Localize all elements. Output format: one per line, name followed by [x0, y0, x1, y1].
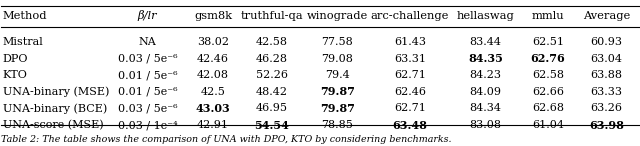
Text: Method: Method — [3, 11, 47, 21]
Text: 61.04: 61.04 — [532, 120, 564, 130]
Text: 0.03 / 1e⁻⁴: 0.03 / 1e⁻⁴ — [118, 120, 177, 130]
Text: Table 2: The table shows the comparison of UNA with DPO, KTO by considering benc: Table 2: The table shows the comparison … — [1, 135, 451, 144]
Text: winograde: winograde — [307, 11, 368, 21]
Text: 63.04: 63.04 — [591, 54, 623, 64]
Text: 79.08: 79.08 — [321, 54, 353, 64]
Text: 77.58: 77.58 — [321, 37, 353, 47]
Text: 83.08: 83.08 — [470, 120, 502, 130]
Text: 63.88: 63.88 — [591, 70, 623, 80]
Text: 84.35: 84.35 — [468, 53, 503, 64]
Text: 60.93: 60.93 — [591, 37, 623, 47]
Text: 0.01 / 5e⁻⁶: 0.01 / 5e⁻⁶ — [118, 70, 177, 80]
Text: 0.03 / 5e⁻⁶: 0.03 / 5e⁻⁶ — [118, 103, 177, 113]
Text: 52.26: 52.26 — [255, 70, 287, 80]
Text: NA: NA — [138, 37, 156, 47]
Text: Mistral: Mistral — [3, 37, 44, 47]
Text: 79.87: 79.87 — [320, 103, 355, 114]
Text: 79.4: 79.4 — [325, 70, 349, 80]
Text: 42.46: 42.46 — [197, 54, 229, 64]
Text: 83.44: 83.44 — [470, 37, 502, 47]
Text: 42.91: 42.91 — [197, 120, 229, 130]
Text: 62.66: 62.66 — [532, 87, 564, 97]
Text: 63.33: 63.33 — [591, 87, 623, 97]
Text: β/lr: β/lr — [138, 10, 157, 21]
Text: 62.68: 62.68 — [532, 103, 564, 113]
Text: 42.08: 42.08 — [197, 70, 229, 80]
Text: 46.95: 46.95 — [255, 103, 287, 113]
Text: UNA-binary (MSE): UNA-binary (MSE) — [3, 87, 109, 97]
Text: UNA-score (MSE): UNA-score (MSE) — [3, 120, 103, 130]
Text: 54.54: 54.54 — [254, 120, 289, 131]
Text: gsm8k: gsm8k — [194, 11, 232, 21]
Text: 63.48: 63.48 — [392, 120, 427, 131]
Text: hellaswag: hellaswag — [457, 11, 515, 21]
Text: 0.01 / 5e⁻⁶: 0.01 / 5e⁻⁶ — [118, 87, 177, 97]
Text: 42.5: 42.5 — [200, 87, 225, 97]
Text: 63.98: 63.98 — [589, 120, 624, 131]
Text: 62.71: 62.71 — [394, 70, 426, 80]
Text: 48.42: 48.42 — [255, 87, 287, 97]
Text: 84.23: 84.23 — [470, 70, 502, 80]
Text: 61.43: 61.43 — [394, 37, 426, 47]
Text: KTO: KTO — [3, 70, 28, 80]
Text: 63.31: 63.31 — [394, 54, 426, 64]
Text: 62.71: 62.71 — [394, 103, 426, 113]
Text: 38.02: 38.02 — [197, 37, 229, 47]
Text: UNA-binary (BCE): UNA-binary (BCE) — [3, 103, 107, 114]
Text: mmlu: mmlu — [531, 11, 564, 21]
Text: 79.87: 79.87 — [320, 86, 355, 97]
Text: 62.76: 62.76 — [531, 53, 565, 64]
Text: 62.58: 62.58 — [532, 70, 564, 80]
Text: 84.34: 84.34 — [470, 103, 502, 113]
Text: 62.51: 62.51 — [532, 37, 564, 47]
Text: arc-challenge: arc-challenge — [371, 11, 449, 21]
Text: 43.03: 43.03 — [196, 103, 230, 114]
Text: 42.58: 42.58 — [255, 37, 287, 47]
Text: DPO: DPO — [3, 54, 28, 64]
Text: 62.46: 62.46 — [394, 87, 426, 97]
Text: 63.26: 63.26 — [591, 103, 623, 113]
Text: truthful-qa: truthful-qa — [241, 11, 303, 21]
Text: Average: Average — [583, 11, 630, 21]
Text: 46.28: 46.28 — [255, 54, 287, 64]
Text: 84.09: 84.09 — [470, 87, 502, 97]
Text: 78.85: 78.85 — [321, 120, 353, 130]
Text: 0.03 / 5e⁻⁶: 0.03 / 5e⁻⁶ — [118, 54, 177, 64]
